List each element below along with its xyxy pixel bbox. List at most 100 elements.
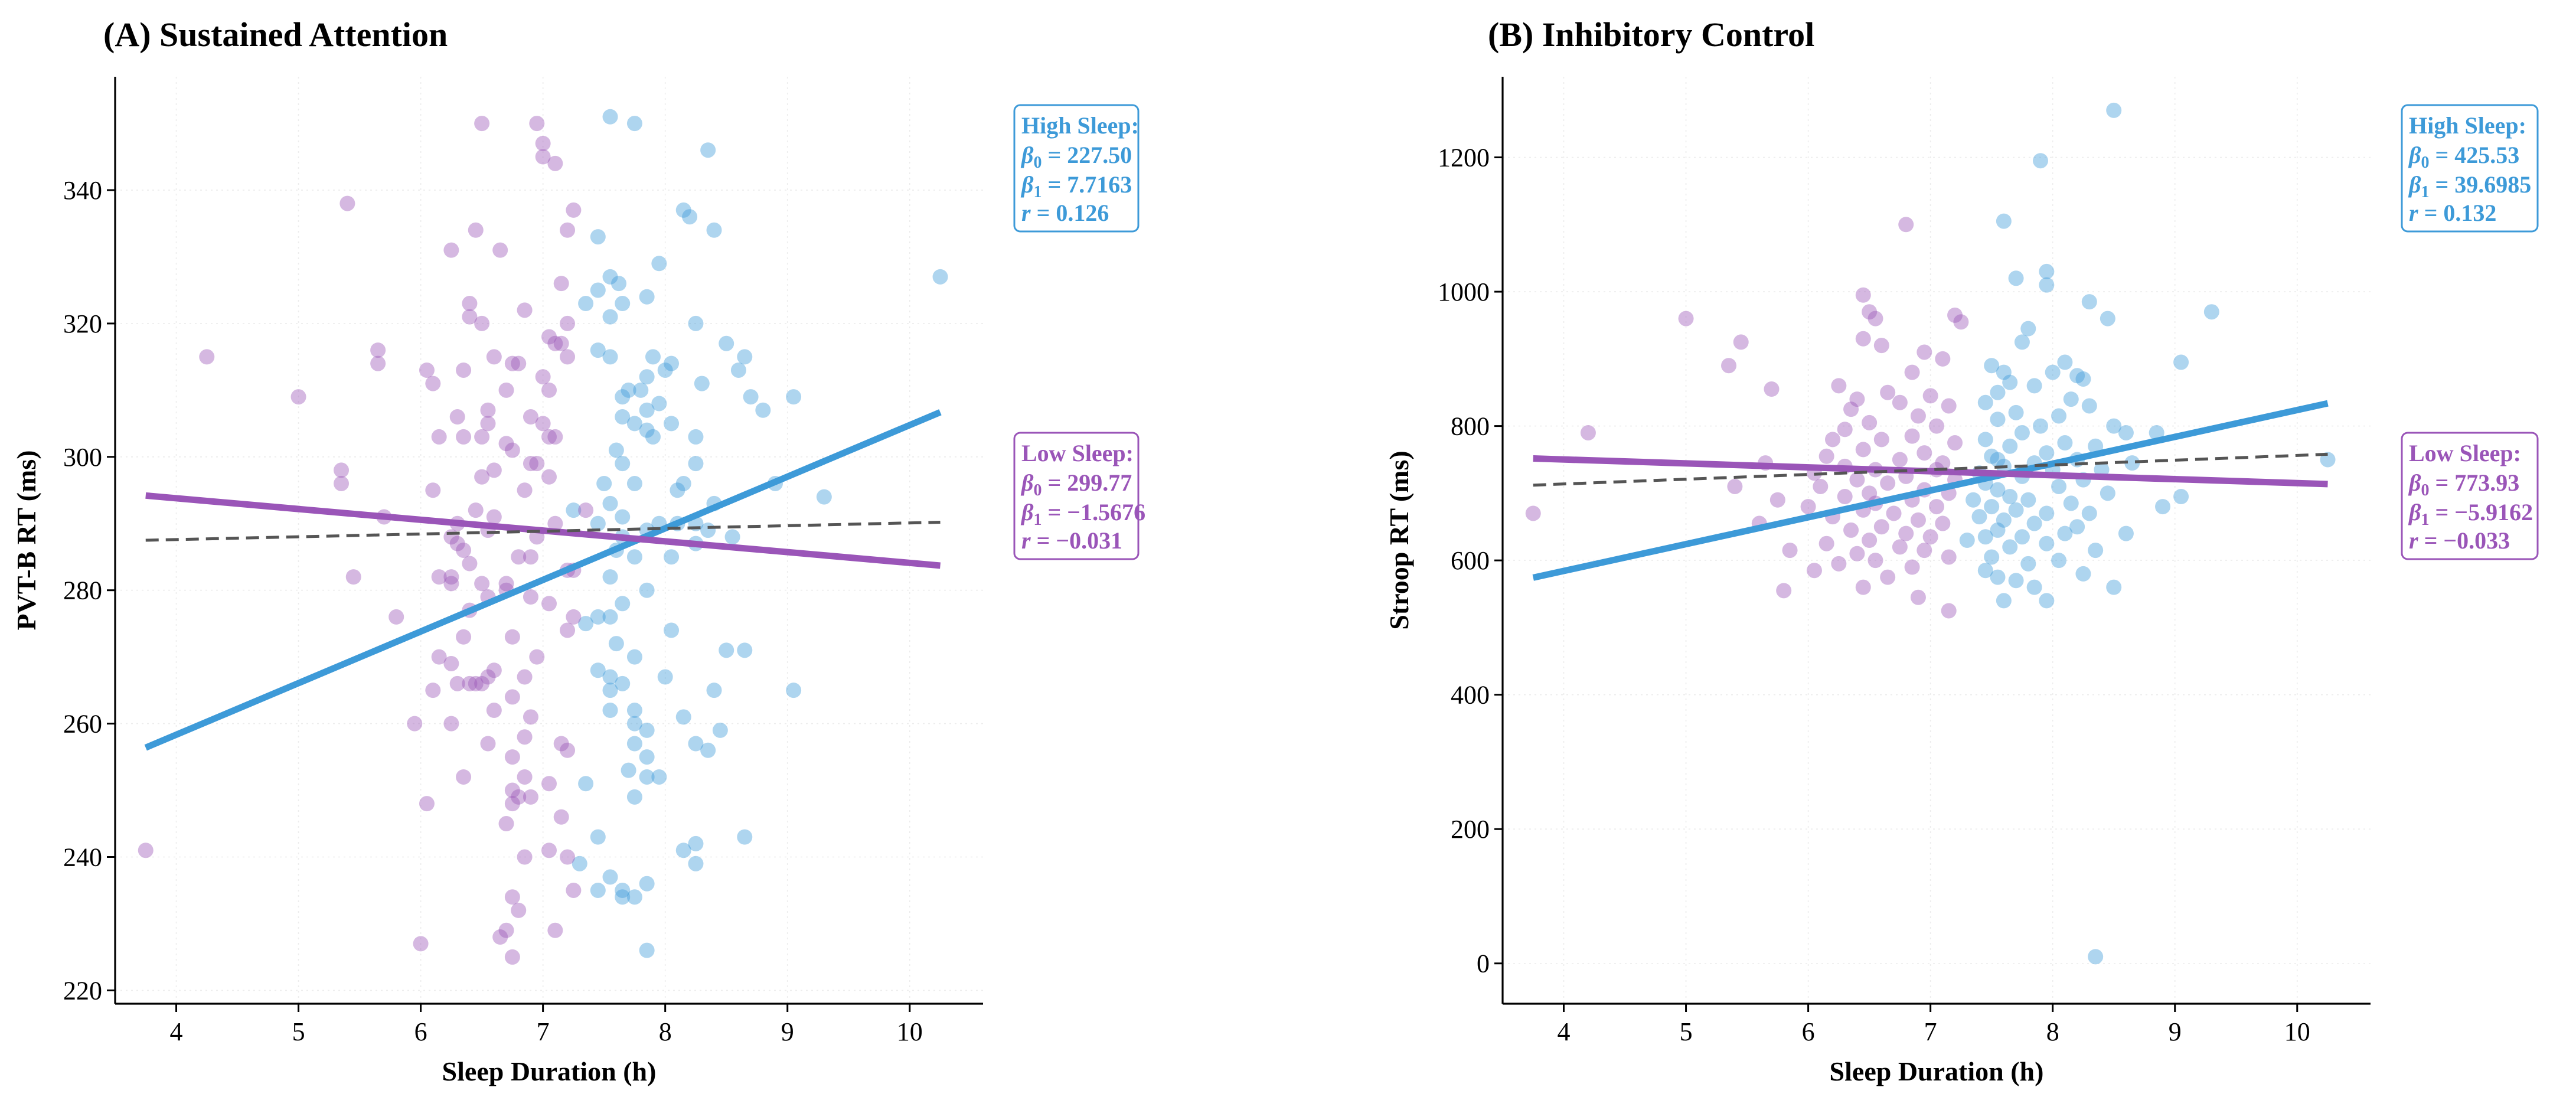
data-point: [511, 789, 527, 805]
data-point: [523, 709, 538, 725]
data-point: [2020, 321, 2036, 337]
beta-subscript: 1: [1034, 183, 1042, 201]
data-point: [443, 716, 459, 732]
data-point: [1776, 583, 1792, 599]
data-point: [2069, 519, 2085, 535]
data-point: [2088, 543, 2104, 559]
stats-box-frame: [2401, 432, 2539, 560]
regression-line-high-sleep-fit: [1532, 400, 2329, 581]
data-point: [2039, 445, 2055, 461]
r-symbol: r: [2409, 527, 2418, 554]
correlation-value: = 0.126: [1031, 200, 1109, 226]
data-point: [1996, 512, 2012, 528]
stats-slope: β1 = 7.7163: [1020, 171, 1132, 201]
regression-line-low-sleep-fit: [145, 492, 941, 569]
y-tick-label: 1200: [1438, 143, 1490, 172]
data-point: [1825, 432, 1841, 448]
data-point: [578, 776, 594, 792]
data-point: [755, 402, 771, 418]
data-point: [615, 296, 631, 312]
data-point: [2081, 294, 2097, 310]
data-point: [639, 402, 655, 418]
data-point: [486, 703, 502, 719]
y-tick-label: 1000: [1438, 277, 1490, 306]
x-tick-label: 5: [1680, 1017, 1693, 1046]
data-point: [724, 529, 740, 545]
data-point: [1917, 344, 1932, 360]
data-point: [1880, 384, 1896, 400]
data-point: [626, 475, 642, 491]
data-point: [2106, 102, 2122, 118]
data-point: [816, 489, 832, 505]
regression-line-low-sleep-fit: [1533, 455, 2328, 488]
data-point: [1996, 593, 2012, 609]
data-point: [602, 495, 618, 511]
data-point: [504, 689, 520, 705]
data-point: [657, 362, 673, 378]
data-point: [645, 349, 661, 365]
data-point: [602, 703, 618, 719]
data-point: [2008, 270, 2024, 286]
data-point: [1837, 489, 1853, 505]
data-point: [462, 675, 478, 691]
data-point: [2088, 949, 2104, 965]
data-point: [2063, 391, 2079, 407]
y-axis-label: Stroop RT (ms): [1384, 450, 1414, 629]
data-point: [578, 502, 594, 518]
r-symbol: r: [2409, 200, 2418, 226]
y-tick-label: 400: [1451, 681, 1490, 710]
data-point: [1849, 546, 1865, 561]
data-point: [523, 549, 538, 565]
data-point: [1813, 478, 1829, 494]
beta-symbol: β: [2408, 499, 2421, 525]
data-point: [498, 576, 514, 592]
data-point: [486, 349, 502, 365]
data-point: [590, 282, 606, 298]
data-point: [670, 482, 685, 498]
stats-correlation: r = 0.126: [1021, 200, 1109, 226]
series-high-sleep: [1959, 102, 2336, 965]
data-point: [517, 482, 533, 498]
data-point: [602, 569, 618, 585]
beta-subscript: 0: [2421, 481, 2430, 499]
data-point: [504, 889, 520, 905]
data-point: [504, 796, 520, 812]
data-point: [1977, 529, 1993, 545]
data-point: [1935, 515, 1951, 531]
data-point: [523, 789, 538, 805]
data-point: [2081, 505, 2097, 521]
data-point: [626, 649, 642, 665]
data-point: [474, 469, 490, 485]
data-point: [2008, 404, 2024, 420]
data-point: [639, 582, 655, 598]
data-point: [560, 315, 576, 331]
correlation-value: = −0.031: [1031, 527, 1123, 554]
y-tick-label: 280: [63, 576, 102, 605]
data-point: [1971, 509, 1987, 525]
data-point: [1910, 589, 1926, 605]
data-point: [1886, 505, 1902, 521]
data-point: [535, 369, 551, 385]
x-tick-label: 10: [897, 1017, 923, 1046]
data-point: [2014, 334, 2030, 350]
data-point: [615, 509, 631, 525]
data-point: [664, 355, 680, 371]
data-point: [1580, 425, 1596, 440]
data-point: [1941, 603, 1957, 619]
data-point: [626, 889, 642, 905]
data-point: [590, 229, 606, 245]
y-tick-label: 260: [63, 710, 102, 739]
data-point: [626, 736, 642, 752]
data-point: [1977, 394, 1993, 410]
data-point: [2014, 529, 2030, 545]
data-point: [1910, 512, 1926, 528]
data-point: [425, 376, 441, 391]
data-point: [2026, 515, 2042, 531]
data-point: [138, 843, 154, 858]
x-tick-label: 8: [2046, 1017, 2059, 1046]
data-point: [1837, 422, 1853, 438]
data-point: [474, 675, 490, 691]
data-point: [2118, 425, 2134, 440]
data-point: [1862, 485, 1878, 501]
data-point: [719, 642, 734, 658]
